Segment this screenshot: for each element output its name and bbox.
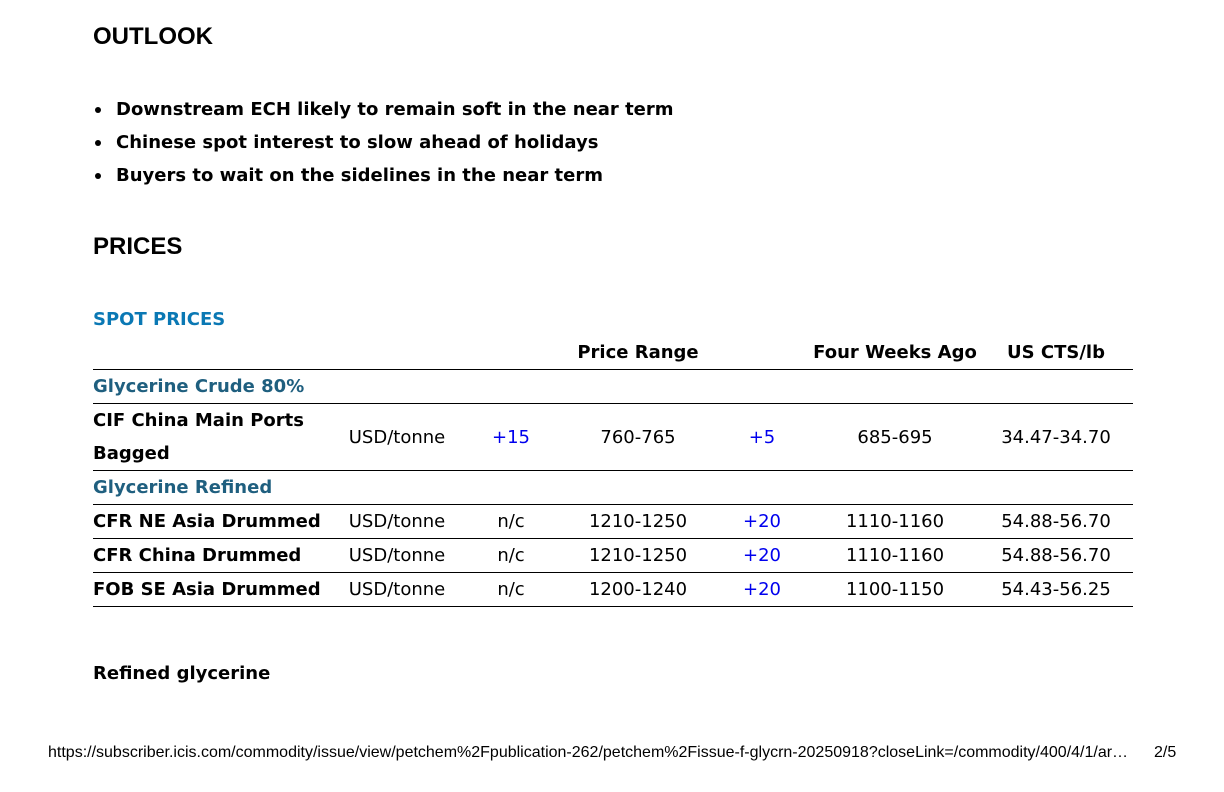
outlook-bullet-text: Downstream ECH likely to remain soft in …	[116, 99, 674, 120]
us-cts-lb-cell: 54.43-56.25	[979, 572, 1133, 607]
four-weeks-ago-cell: 685-695	[811, 403, 979, 471]
change-cell: +20	[713, 572, 811, 607]
group-label: Glycerine Refined	[93, 470, 1133, 505]
unit-cell: USD/tonne	[335, 403, 459, 471]
change-cell: +20	[713, 504, 811, 539]
unit-cell: USD/tonne	[335, 572, 459, 607]
price-range-cell: 760-765	[563, 403, 713, 471]
price-range-cell: 1200-1240	[563, 572, 713, 607]
header-cell	[93, 336, 335, 370]
outlook-bullet-text: Chinese spot interest to slow ahead of h…	[116, 132, 599, 153]
four-weeks-ago-cell: 1100-1150	[811, 572, 979, 607]
header-cell	[459, 336, 563, 370]
us-cts-lb-cell: 54.88-56.70	[979, 504, 1133, 539]
outlook-bullet: Downstream ECH likely to remain soft in …	[93, 93, 674, 126]
header-price-range: Price Range	[563, 336, 713, 370]
table-group-row: Glycerine Crude 80%	[93, 369, 1133, 404]
change-cell: +20	[713, 538, 811, 573]
change-cell: +15	[459, 403, 563, 471]
bullet-icon	[95, 173, 101, 179]
four-weeks-ago-cell: 1110-1160	[811, 504, 979, 539]
change-cell: n/c	[459, 572, 563, 607]
product-name: CIF China Main Ports Bagged	[93, 403, 335, 471]
table-row: FOB SE Asia Drummed USD/tonne n/c 1200-1…	[93, 572, 1133, 607]
change-cell: n/c	[459, 538, 563, 573]
price-range-cell: 1210-1250	[563, 504, 713, 539]
spot-prices-heading: SPOT PRICES	[93, 309, 226, 330]
header-us-cts-lb: US CTS/lb	[979, 336, 1133, 370]
header-four-weeks-ago: Four Weeks Ago	[811, 336, 979, 370]
table-header-row: Price Range Four Weeks Ago US CTS/lb	[93, 336, 1133, 370]
outlook-list: Downstream ECH likely to remain soft in …	[93, 93, 674, 192]
footer-url: https://subscriber.icis.com/commodity/is…	[48, 744, 1129, 761]
table-group-row: Glycerine Refined	[93, 470, 1133, 505]
unit-cell: USD/tonne	[335, 504, 459, 539]
four-weeks-ago-cell: 1110-1160	[811, 538, 979, 573]
us-cts-lb-cell: 34.47-34.70	[979, 403, 1133, 471]
us-cts-lb-cell: 54.88-56.70	[979, 538, 1133, 573]
bullet-icon	[95, 107, 101, 113]
unit-cell: USD/tonne	[335, 538, 459, 573]
header-cell	[713, 336, 811, 370]
outlook-heading: OUTLOOK	[93, 23, 213, 50]
table-row: CIF China Main Ports Bagged USD/tonne +1…	[93, 403, 1133, 471]
header-cell	[335, 336, 459, 370]
group-label: Glycerine Crude 80%	[93, 369, 1133, 404]
outlook-bullet-text: Buyers to wait on the sidelines in the n…	[116, 165, 603, 186]
spot-prices-table: Price Range Four Weeks Ago US CTS/lb Gly…	[93, 336, 1133, 607]
refined-glycerine-heading: Refined glycerine	[93, 663, 271, 684]
prices-heading: PRICES	[93, 233, 183, 260]
product-name: CFR China Drummed	[93, 538, 335, 573]
change-cell: +5	[713, 403, 811, 471]
outlook-bullet: Chinese spot interest to slow ahead of h…	[93, 126, 674, 159]
page-number: 2/5	[1154, 744, 1177, 761]
product-name: CFR NE Asia Drummed	[93, 504, 335, 539]
table-row: CFR NE Asia Drummed USD/tonne n/c 1210-1…	[93, 504, 1133, 539]
outlook-bullet: Buyers to wait on the sidelines in the n…	[93, 159, 674, 192]
bullet-icon	[95, 140, 101, 146]
product-name: FOB SE Asia Drummed	[93, 572, 335, 607]
price-range-cell: 1210-1250	[563, 538, 713, 573]
table-row: CFR China Drummed USD/tonne n/c 1210-125…	[93, 538, 1133, 573]
change-cell: n/c	[459, 504, 563, 539]
